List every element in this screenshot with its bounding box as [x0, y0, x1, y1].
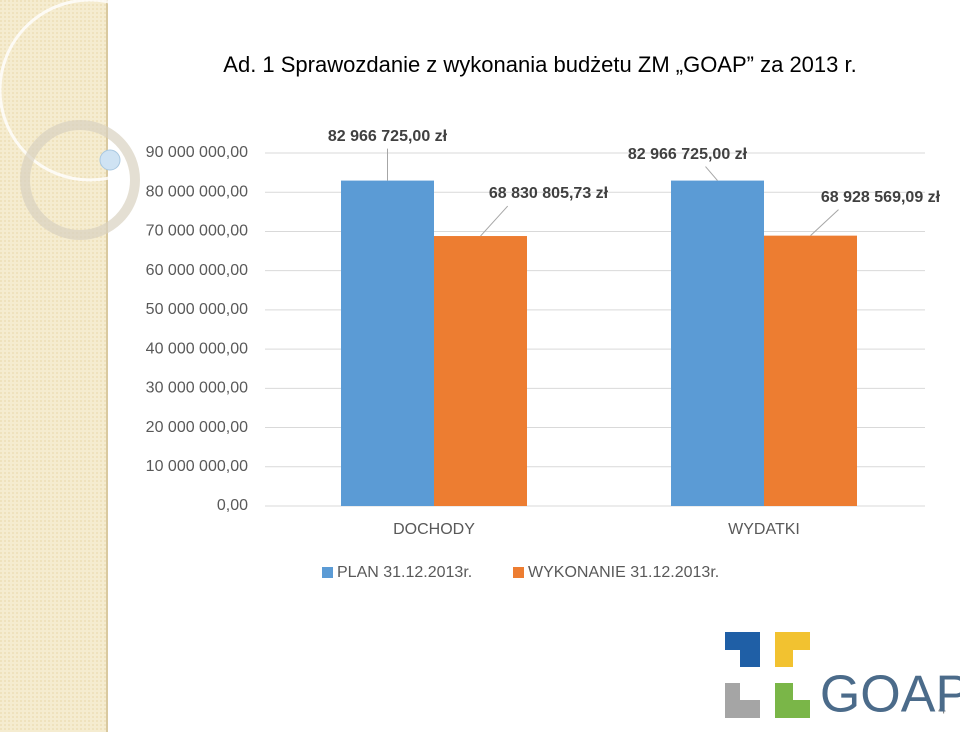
chart-title: Ad. 1 Sprawozdanie z wykonania budżetu Z… — [223, 52, 856, 77]
legend-swatch — [322, 567, 333, 578]
y-tick-label: 70 000 000,00 — [146, 223, 248, 240]
y-tick-label: 90 000 000,00 — [146, 144, 248, 161]
bar — [764, 235, 857, 506]
logo: GOAP — [725, 632, 960, 724]
y-tick-label: 20 000 000,00 — [146, 419, 248, 436]
data-label: 82 966 725,00 zł — [628, 146, 748, 163]
bar — [671, 180, 764, 507]
y-tick-label: 60 000 000,00 — [146, 262, 248, 279]
y-tick-label: 80 000 000,00 — [146, 183, 248, 200]
y-tick-label: 40 000 000,00 — [146, 340, 248, 357]
y-tick-label: 10 000 000,00 — [146, 458, 248, 475]
y-tick-label: 50 000 000,00 — [146, 301, 248, 318]
logo-arrow — [775, 632, 810, 667]
label-leader — [810, 209, 839, 237]
logo-arrow — [725, 632, 760, 667]
y-tick-label: 0,00 — [217, 497, 248, 514]
logo-text: GOAP — [820, 666, 960, 724]
logo-arrow — [775, 683, 810, 718]
legend-swatch — [513, 567, 524, 578]
decor-circle — [20, 120, 140, 240]
bar — [341, 180, 434, 507]
label-leader — [480, 205, 509, 237]
page-number: 4 — [938, 701, 946, 717]
x-tick-label: DOCHODY — [393, 521, 475, 538]
decor-circle — [0, 0, 182, 182]
bar — [434, 236, 527, 507]
side-strip — [0, 0, 107, 732]
legend-label: PLAN 31.12.2013r. — [337, 564, 472, 581]
y-tick-label: 30 000 000,00 — [146, 380, 248, 397]
x-tick-label: WYDATKI — [728, 521, 800, 538]
decor-dot — [99, 149, 121, 171]
data-label: 68 830 805,73 zł — [489, 185, 609, 202]
logo-arrow — [725, 683, 760, 718]
label-leader — [705, 166, 718, 181]
data-label: 82 966 725,00 zł — [328, 128, 448, 145]
legend-label: WYKONANIE 31.12.2013r. — [528, 564, 719, 581]
data-label: 68 928 569,09 zł — [821, 189, 941, 206]
